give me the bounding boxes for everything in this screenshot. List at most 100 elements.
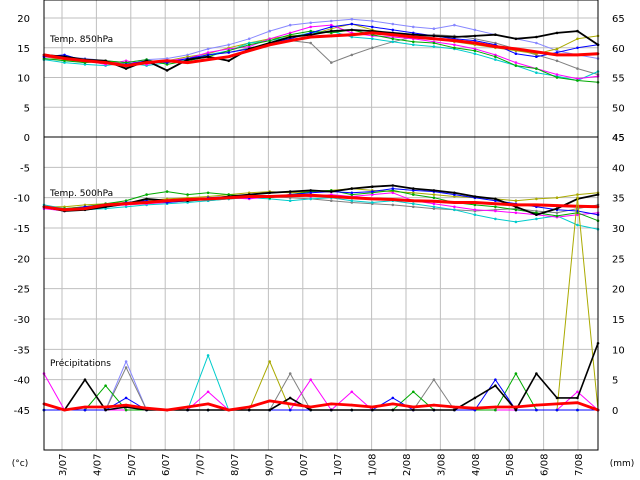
data-point bbox=[432, 378, 436, 382]
data-point bbox=[453, 208, 456, 212]
x-tick-label: 2/08 bbox=[402, 454, 413, 476]
label-precipitations: Précipitations bbox=[50, 358, 111, 369]
x-tick-label: 7/07 bbox=[196, 454, 207, 476]
data-point bbox=[309, 193, 313, 197]
data-point bbox=[432, 408, 436, 412]
right-tick-label-bottom: 40 bbox=[612, 163, 625, 174]
data-point bbox=[83, 405, 87, 409]
data-point bbox=[63, 408, 66, 412]
data-point bbox=[535, 403, 538, 407]
data-point bbox=[288, 35, 292, 39]
data-point bbox=[268, 43, 272, 47]
series-precipitation bbox=[44, 197, 599, 411]
right-tick-label-top: 50 bbox=[612, 103, 625, 114]
left-tick-label-bottom: -40 bbox=[14, 376, 30, 387]
data-point bbox=[206, 390, 210, 394]
data-point bbox=[309, 378, 313, 382]
data-point bbox=[391, 22, 395, 26]
data-point bbox=[350, 193, 354, 196]
data-point bbox=[371, 190, 374, 193]
data-point bbox=[165, 59, 169, 63]
data-point bbox=[350, 201, 354, 204]
data-point bbox=[124, 67, 128, 70]
data-point bbox=[124, 366, 128, 369]
data-point bbox=[288, 402, 292, 406]
data-point bbox=[165, 199, 169, 202]
label-850hpa: Temp. 850hPa bbox=[49, 35, 113, 45]
data-point bbox=[576, 77, 579, 80]
x-tick-label: 5/08 bbox=[505, 454, 516, 476]
data-point bbox=[309, 41, 313, 45]
data-point bbox=[63, 208, 66, 212]
data-point bbox=[247, 49, 251, 52]
data-point bbox=[309, 21, 313, 25]
data-point bbox=[124, 408, 128, 412]
data-point bbox=[576, 46, 579, 50]
left-unit: (°c) bbox=[12, 459, 28, 469]
data-point bbox=[535, 408, 538, 412]
data-point bbox=[453, 35, 456, 39]
data-point bbox=[124, 59, 128, 63]
data-point bbox=[412, 202, 415, 205]
data-point bbox=[412, 31, 415, 35]
data-point bbox=[247, 405, 251, 409]
series-500hpa bbox=[43, 188, 599, 216]
data-point bbox=[432, 193, 436, 196]
data-point bbox=[535, 213, 538, 216]
data-point bbox=[432, 189, 436, 192]
data-point bbox=[473, 195, 477, 198]
data-point bbox=[391, 191, 395, 195]
data-point bbox=[206, 408, 210, 412]
data-point bbox=[371, 197, 374, 201]
data-point bbox=[391, 184, 395, 187]
data-point bbox=[83, 408, 87, 412]
data-point bbox=[576, 67, 579, 70]
x-tick-label: 5/07 bbox=[127, 454, 138, 476]
data-point bbox=[514, 220, 518, 224]
data-point bbox=[412, 199, 415, 202]
data-point bbox=[555, 31, 559, 35]
data-point bbox=[576, 223, 579, 227]
data-point bbox=[473, 203, 477, 207]
data-point bbox=[494, 58, 497, 61]
data-point bbox=[309, 189, 313, 192]
series-precipitation bbox=[43, 343, 599, 411]
data-point bbox=[555, 207, 559, 210]
data-point bbox=[432, 34, 436, 38]
data-point bbox=[494, 378, 497, 382]
right-tick-label-bottom: 15 bbox=[612, 315, 625, 326]
data-point bbox=[555, 53, 559, 57]
data-point bbox=[453, 193, 456, 196]
bottom-panel-frame bbox=[43, 136, 599, 451]
data-point bbox=[227, 55, 230, 58]
data-point bbox=[412, 408, 415, 412]
data-point bbox=[535, 209, 538, 213]
data-point bbox=[576, 79, 579, 82]
data-point bbox=[124, 61, 128, 64]
data-point bbox=[104, 61, 107, 64]
data-point bbox=[186, 61, 189, 64]
series-500hpa bbox=[43, 193, 599, 212]
right-tick-label-top: 60 bbox=[612, 44, 625, 55]
data-point bbox=[432, 45, 436, 48]
data-point bbox=[186, 405, 189, 409]
data-point bbox=[83, 207, 87, 210]
data-point bbox=[535, 41, 538, 45]
data-point bbox=[412, 191, 415, 195]
data-point bbox=[535, 71, 538, 74]
left-tick-label-top: 20 bbox=[17, 14, 30, 25]
data-point bbox=[124, 205, 128, 209]
axis-ticks: 201510506560555045-5-10-15-20-25-30-35-4… bbox=[14, 14, 625, 476]
data-point bbox=[330, 402, 333, 406]
data-point bbox=[309, 35, 313, 39]
data-point bbox=[371, 408, 374, 412]
data-point bbox=[412, 43, 415, 47]
data-point bbox=[104, 203, 107, 207]
data-point bbox=[453, 46, 456, 50]
data-point bbox=[330, 27, 333, 31]
x-tick-label: 6/08 bbox=[540, 454, 551, 476]
grid bbox=[44, 0, 598, 450]
data-point bbox=[371, 185, 374, 188]
data-point bbox=[206, 191, 210, 195]
